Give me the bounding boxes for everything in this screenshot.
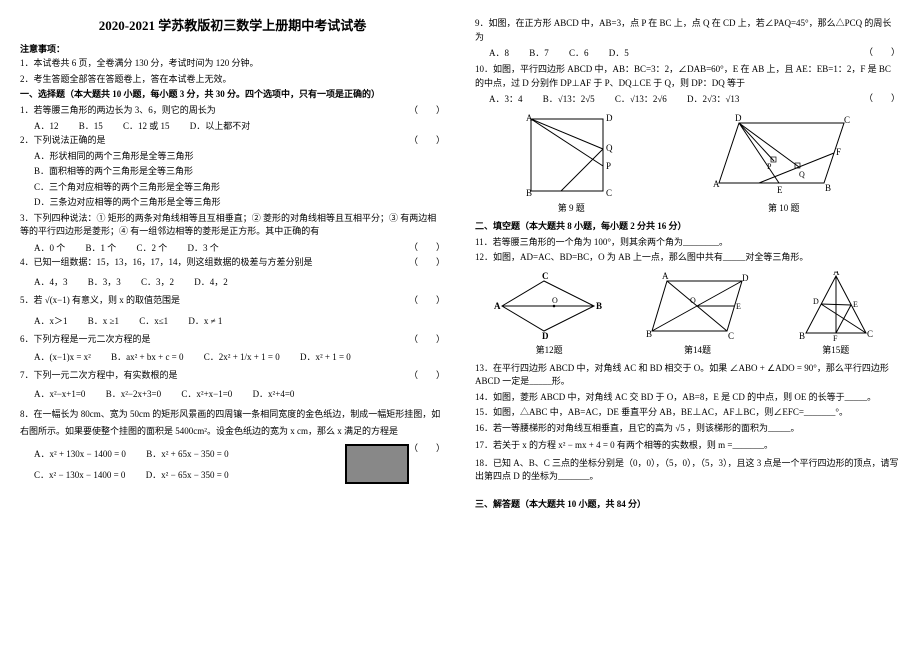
- exam-title: 2020-2021 学苏教版初三数学上册期中考试试卷: [20, 15, 445, 34]
- options: A．4，3 B．3，3 C．3，2 D．4，2: [20, 275, 445, 288]
- question: 16．若一等腰梯形的对角线互相垂直，且它的高为 √5 ，则该梯形的面积为____…: [475, 422, 900, 436]
- left-column: 2020-2021 学苏教版初三数学上册期中考试试卷 注意事项： 1．本试卷共 …: [20, 15, 445, 513]
- svg-text:E: E: [736, 302, 741, 311]
- q8-options-row: A．x² + 130x − 1400 = 0 B．x² + 65x − 350 …: [20, 444, 409, 484]
- question: 2．下列说法正确的是（ ）: [20, 134, 445, 148]
- question: 11．若等腰三角形的一个角为 100°，则其余两个角为________。: [475, 236, 900, 250]
- option: D．三条边对应相等的两个三角形是全等三角形: [20, 196, 445, 210]
- question: 13．在平行四边形 ABCD 中，对角线 AC 和 BD 相交于 O。如果 ∠A…: [475, 362, 900, 389]
- svg-text:A: A: [526, 113, 533, 123]
- option: C．三个角对应相等的两个三角形是全等三角形: [20, 181, 445, 195]
- option: B．面积相等的两个三角形是全等三角形: [20, 165, 445, 179]
- question: 17．若关于 x 的方程 x² − mx + 4 = 0 有两个相等的实数根，则…: [475, 439, 900, 453]
- section-1-heading: 一、选择题（本大题共 10 小题，每小题 3 分，共 30 分。四个选项中，只有…: [20, 88, 445, 102]
- question: 4．已知一组数据：15，13，16，17，14，则这组数据的极差与方差分别是（ …: [20, 256, 445, 270]
- question: 10．如图，平行四边形 ABCD 中，AB：BC=3：2，∠DAB=60°，E …: [475, 63, 900, 90]
- options: A．(x−1)x = x² B．ax² + bx + c = 0 C．2x² +…: [20, 350, 445, 363]
- figure-row-2: A C B D O 第12题 A D E C B: [475, 271, 900, 356]
- figure-10-svg: D C F B E A P Q: [709, 111, 859, 199]
- options: A．x² + 130x − 1400 = 0 B．x² + 65x − 350 …: [20, 447, 335, 460]
- options: A．8 B．7 C．6 D．5: [475, 46, 900, 59]
- options: A．0 个 B．1 个 C．2 个 D．3 个: [20, 241, 445, 254]
- svg-text:B: B: [596, 301, 602, 311]
- options: A．3：4 B．√13：2√5 C．√13：2√6 D．2√3：√13: [475, 92, 900, 105]
- svg-text:P: P: [606, 161, 611, 171]
- svg-text:A: A: [494, 301, 501, 311]
- question: 6．下列方程是一元二次方程的是（ ）: [20, 333, 445, 347]
- figure-15-svg: A D E B F C: [791, 271, 881, 341]
- question: 8．在一幅长为 80cm、宽为 50cm 的矩形风景画的四周镶一条相同宽度的金色…: [20, 406, 445, 440]
- notice-line: 1．本试卷共 6 页，全卷满分 130 分，考试时间为 120 分钟。: [20, 57, 445, 71]
- question: 5．若 √(x−1) 有意义，则 x 的取值范围是（ ）: [20, 294, 445, 308]
- svg-text:A: A: [833, 271, 840, 277]
- svg-text:D: D: [606, 113, 613, 123]
- svg-text:D: D: [742, 273, 749, 283]
- question: 12．如图，AD=AC、BD=BC，O 为 AB 上一点，那么图中共有_____…: [475, 251, 900, 265]
- options: C．x² − 130x − 1400 = 0 D．x² − 65x − 350 …: [20, 468, 335, 481]
- figure-caption: 第 10 题: [709, 201, 859, 214]
- svg-text:D: D: [813, 297, 819, 306]
- svg-text:F: F: [833, 334, 838, 341]
- figure-12-svg: A C B D O: [494, 271, 604, 341]
- svg-text:F: F: [836, 147, 841, 157]
- svg-text:C: C: [728, 331, 734, 341]
- svg-text:E: E: [853, 300, 858, 309]
- svg-text:B: B: [646, 329, 652, 339]
- svg-text:O: O: [690, 296, 696, 305]
- svg-text:D: D: [735, 113, 742, 123]
- question: 18．已知 A、B、C 三点的坐标分别是（0，0），（5，0），（5，3），且这…: [475, 457, 900, 484]
- figure-caption: 第12题: [494, 343, 604, 356]
- figure-9-svg: A D Q P C B: [516, 111, 626, 199]
- page-container: 2020-2021 学苏教版初三数学上册期中考试试卷 注意事项： 1．本试卷共 …: [20, 15, 900, 513]
- figure-row-1: A D Q P C B 第 9 题 D: [475, 111, 900, 214]
- right-column: 9．如图，在正方形 ABCD 中，AB=3，点 P 在 BC 上，点 Q 在 C…: [475, 15, 900, 513]
- question: 1．若等腰三角形的两边长为 3、6，则它的周长为（ ）: [20, 104, 445, 118]
- option: A．形状相同的两个三角形是全等三角形: [20, 150, 445, 164]
- svg-text:O: O: [552, 296, 558, 305]
- section-2-heading: 二、填空题（本大题共 8 小题，每小题 2 分共 16 分）: [475, 220, 900, 234]
- svg-text:A: A: [662, 271, 669, 281]
- svg-text:C: C: [606, 188, 612, 198]
- question: 15．如图，△ABC 中，AB=AC，DE 垂直平分 AB，BE⊥AC，AF⊥B…: [475, 406, 900, 420]
- question: 7．下列一元二次方程中，有实数根的是（ ）: [20, 369, 445, 383]
- svg-text:B: B: [825, 183, 831, 193]
- svg-text:E: E: [777, 185, 783, 195]
- question: 9．如图，在正方形 ABCD 中，AB=3，点 P 在 BC 上，点 Q 在 C…: [475, 17, 900, 44]
- svg-text:D: D: [542, 331, 549, 341]
- svg-text:A: A: [713, 179, 720, 189]
- options: A．x＞1 B．x ≥1 C．x≤1 D．x ≠ 1: [20, 314, 445, 327]
- svg-text:C: C: [867, 329, 873, 339]
- frame-rect-icon: [345, 444, 409, 484]
- question: 3．下列四种说法：① 矩形的两条对角线相等且互相垂直；② 菱形的对角线相等且互相…: [20, 212, 445, 239]
- figure-caption: 第14题: [642, 343, 752, 356]
- question: 14．如图，菱形 ABCD 中，对角线 AC 交 BD 于 O，AB=8，E 是…: [475, 391, 900, 405]
- svg-text:C: C: [542, 271, 549, 281]
- figure-14-svg: A D E C B O: [642, 271, 752, 341]
- section-3-heading: 三、解答题（本大题共 10 小题，共 84 分）: [475, 498, 900, 512]
- svg-text:C: C: [844, 115, 850, 125]
- options: A．x²−x+1=0 B．x²−2x+3=0 C．x²+x−1=0 D．x²+4…: [20, 387, 445, 400]
- svg-text:B: B: [799, 331, 805, 341]
- svg-text:B: B: [526, 188, 532, 198]
- figure-caption: 第 9 题: [516, 201, 626, 214]
- notice-line: 2．考生答题全部答在答题卷上，答在本试卷上无效。: [20, 73, 445, 87]
- notice-heading: 注意事项：: [20, 42, 445, 55]
- svg-text:Q: Q: [606, 143, 613, 153]
- svg-text:P: P: [767, 162, 772, 171]
- options: A．12 B．15 C．12 或 15 D．以上都不对: [20, 119, 445, 132]
- figure-caption: 第15题: [791, 343, 881, 356]
- svg-text:Q: Q: [799, 170, 805, 179]
